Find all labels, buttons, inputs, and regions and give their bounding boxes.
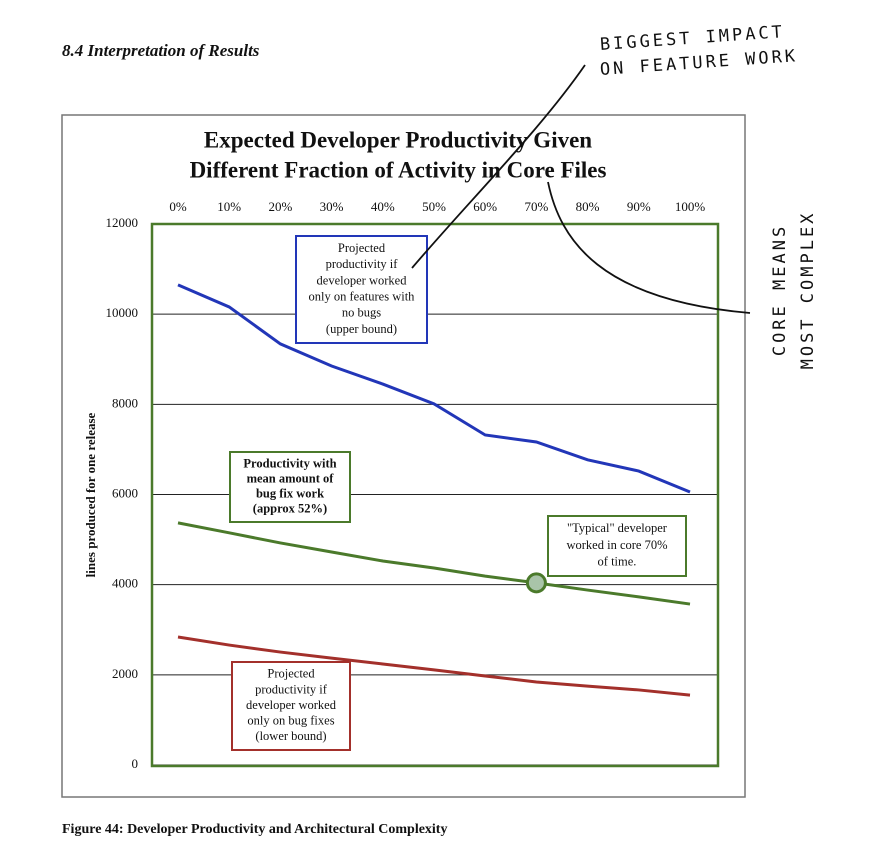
series-line <box>177 283 691 494</box>
annotation-text: developer worked <box>246 698 337 712</box>
annotation-text: "Typical" developer <box>567 521 668 535</box>
y-tick-label: 12000 <box>106 215 139 230</box>
figure-caption: Figure 44: Developer Productivity and Ar… <box>62 822 447 837</box>
y-tick-label: 4000 <box>112 576 138 591</box>
series-line <box>177 635 691 697</box>
y-tick-label: 8000 <box>112 395 138 410</box>
y-axis-label: lines produced for one release <box>83 412 98 577</box>
y-tick-label: 10000 <box>106 305 139 320</box>
x-tick-label: 40% <box>371 199 395 214</box>
annotation-text: only on features with <box>309 289 416 303</box>
hand-arrow <box>411 64 586 269</box>
y-tick-label: 6000 <box>112 485 138 500</box>
x-tick-label: 90% <box>627 199 651 214</box>
chart-frame <box>61 114 746 798</box>
chart-title: Expected Developer Productivity Given <box>204 127 592 152</box>
x-tick-label: 0% <box>169 199 187 214</box>
plot-frame <box>150 222 720 768</box>
highlight-point <box>525 572 547 594</box>
annotation-text: (upper bound) <box>326 322 397 336</box>
annotation-text: Productivity with <box>243 456 336 470</box>
annotation-text: Projected <box>338 241 386 255</box>
annotation-text: (approx 52%) <box>253 501 327 515</box>
hand-arrow <box>547 181 751 314</box>
annotation-box <box>229 451 351 523</box>
annotation-text: only on bug fixes <box>247 713 334 727</box>
x-tick-label: 100% <box>675 199 706 214</box>
x-tick-label: 80% <box>576 199 600 214</box>
x-tick-label: 20% <box>268 199 292 214</box>
grid: 0 2000 4000 6000 8000 10000 12000 0% 10% 20% 30% 40… <box>106 199 718 771</box>
annotation-text: of time. <box>598 555 637 569</box>
annotation-text: (lower bound) <box>255 729 326 743</box>
y-tick-label: 0 <box>132 756 139 771</box>
series-line <box>177 521 691 606</box>
handwritten-note: MOST COMPLEX <box>798 211 818 370</box>
annotation-box <box>547 515 687 577</box>
annotation-text: bug fix work <box>256 486 324 500</box>
annotation-text: developer worked <box>317 273 408 287</box>
x-tick-label: 10% <box>217 199 241 214</box>
section-header: 8.4 Interpretation of Results <box>62 41 260 60</box>
annotation-text: no bugs <box>342 306 381 320</box>
x-tick-label: 70% <box>524 199 548 214</box>
x-tick-label: 30% <box>320 199 344 214</box>
annotation-text: productivity if <box>255 682 328 696</box>
handwritten-note: CORE MEANS <box>770 224 790 356</box>
annotation-text: worked in core 70% <box>566 538 667 552</box>
annotation-text: Projected <box>267 667 315 681</box>
annotation-text: productivity if <box>326 257 399 271</box>
x-tick-label: 50% <box>422 199 446 214</box>
chart-title: Different Fraction of Activity in Core F… <box>190 157 607 182</box>
annotation-box <box>231 661 351 751</box>
x-tick-label: 60% <box>473 199 497 214</box>
annotation-text: mean amount of <box>247 471 335 485</box>
lines <box>177 283 691 697</box>
y-tick-label: 2000 <box>112 666 138 681</box>
annotation-box <box>295 235 428 344</box>
